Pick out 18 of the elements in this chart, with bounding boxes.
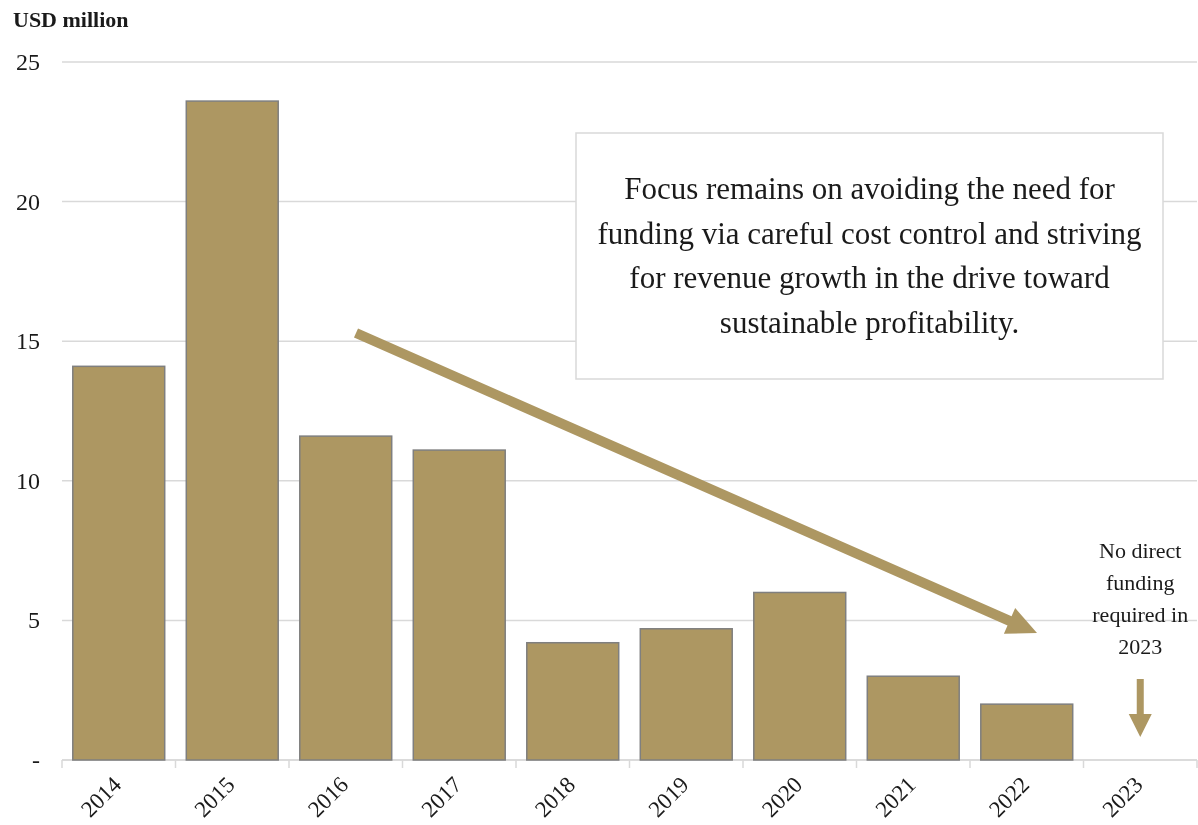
- bar: [866, 675, 960, 761]
- bar: [526, 641, 620, 761]
- y-tick-label: 15: [16, 328, 40, 355]
- bar: [185, 100, 279, 761]
- annotation: Focus remains on avoiding the need for funding via careful cost control and striving for revenue growth in the drive toward sustainable profitability.: [596, 170, 1143, 342]
- bar: [980, 703, 1074, 761]
- y-tick-label: 25: [16, 49, 40, 75]
- y-tick-label: 20: [16, 188, 40, 215]
- bar: [639, 628, 733, 761]
- y-tick-label: -: [32, 747, 40, 773]
- annotation: No direct funding required in 2023: [1091, 537, 1190, 661]
- bar: [412, 449, 506, 761]
- bar: [299, 435, 393, 761]
- bar: [72, 365, 166, 761]
- y-axis-title: USD million: [13, 7, 129, 32]
- bar: [753, 591, 847, 761]
- y-tick-label: 10: [16, 467, 40, 494]
- y-tick-label: 5: [28, 607, 40, 634]
